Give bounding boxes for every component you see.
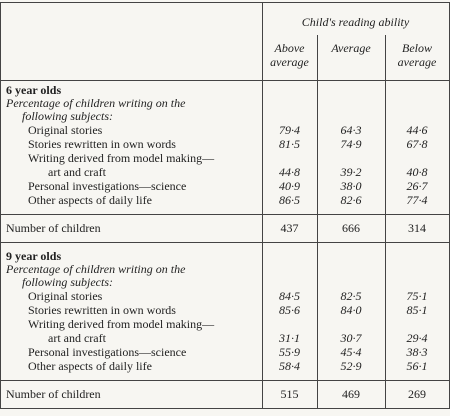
row-label: Other aspects of daily life xyxy=(28,193,152,207)
row-label: Stories rewritten in own words xyxy=(28,303,176,317)
cell-value: 55·9 xyxy=(279,345,300,359)
cell-value: 82·5 xyxy=(340,289,362,303)
cell-value: 40·9 xyxy=(279,179,300,193)
rule xyxy=(262,2,263,409)
count-value: 666 xyxy=(342,221,360,235)
cell-value: 82·6 xyxy=(340,193,362,207)
cell-value: 75·1 xyxy=(406,289,428,303)
rule xyxy=(0,2,1,409)
rule xyxy=(0,408,450,409)
cell-value: 67·8 xyxy=(406,137,428,151)
cell-value: 39·2 xyxy=(340,165,362,179)
column-header: Above xyxy=(274,41,305,55)
cell-value: 85·6 xyxy=(279,303,300,317)
rule xyxy=(317,35,318,409)
count-value: 437 xyxy=(280,221,299,235)
rule xyxy=(0,242,450,243)
cell-value: 84·5 xyxy=(279,289,300,303)
row-label: Stories rewritten in own words xyxy=(28,137,176,151)
count-label: Number of children xyxy=(6,387,101,401)
column-header: average xyxy=(270,55,309,69)
cell-value: 44·8 xyxy=(279,165,300,179)
cell-value: 26·7 xyxy=(406,179,428,193)
rule xyxy=(0,380,450,381)
row-label: Personal investigations—science xyxy=(28,179,187,193)
cell-value: 52·9 xyxy=(340,359,362,373)
count-value: 515 xyxy=(280,387,299,401)
count-label: Number of children xyxy=(6,221,101,235)
row-label: Original stories xyxy=(28,123,103,137)
group-header: Child's reading ability xyxy=(301,15,410,29)
rule xyxy=(0,80,450,81)
cell-value: 44·6 xyxy=(406,123,428,137)
cell-value: 74·9 xyxy=(340,137,362,151)
row-label: Original stories xyxy=(28,289,103,303)
row-label: Writing derived from model making— xyxy=(28,317,215,331)
row-label: Other aspects of daily life xyxy=(28,359,152,373)
count-value: 314 xyxy=(408,221,426,235)
rule xyxy=(0,2,450,3)
cell-value: 45·4 xyxy=(340,345,362,359)
column-header: Below xyxy=(402,41,432,55)
row-label: Personal investigations—science xyxy=(28,345,187,359)
section-subtitle: Percentage of children writing on the xyxy=(6,262,186,276)
cell-value: 77·4 xyxy=(406,193,428,207)
section-subtitle: following subjects: xyxy=(22,109,113,123)
cell-value: 38·0 xyxy=(340,179,362,193)
count-value: 469 xyxy=(342,387,360,401)
section-title: 6 year olds xyxy=(6,83,62,97)
cell-value: 86·5 xyxy=(279,193,300,207)
cell-value: 79·4 xyxy=(279,123,300,137)
count-value: 269 xyxy=(408,387,426,401)
cell-value: 58·4 xyxy=(279,359,300,373)
row-label: art and craft xyxy=(48,331,106,345)
cell-value: 84·0 xyxy=(340,303,362,317)
cell-value: 40·8 xyxy=(406,165,428,179)
rule xyxy=(385,35,386,409)
cell-value: 31·1 xyxy=(279,331,300,345)
column-header: Average xyxy=(331,41,371,55)
cell-value: 64·3 xyxy=(340,123,362,137)
rule xyxy=(0,214,450,215)
row-label: Writing derived from model making— xyxy=(28,151,215,165)
column-header: average xyxy=(397,55,437,69)
cell-value: 38·3 xyxy=(406,345,428,359)
cell-value: 85·1 xyxy=(406,303,428,317)
section-title: 9 year olds xyxy=(6,249,62,263)
section-subtitle: following subjects: xyxy=(22,275,113,289)
cell-value: 30·7 xyxy=(340,331,362,345)
section-subtitle: Percentage of children writing on the xyxy=(6,96,186,110)
cell-value: 29·4 xyxy=(406,331,428,345)
row-label: art and craft xyxy=(48,165,106,179)
cell-value: 81·5 xyxy=(279,137,300,151)
cell-value: 56·1 xyxy=(406,359,428,373)
